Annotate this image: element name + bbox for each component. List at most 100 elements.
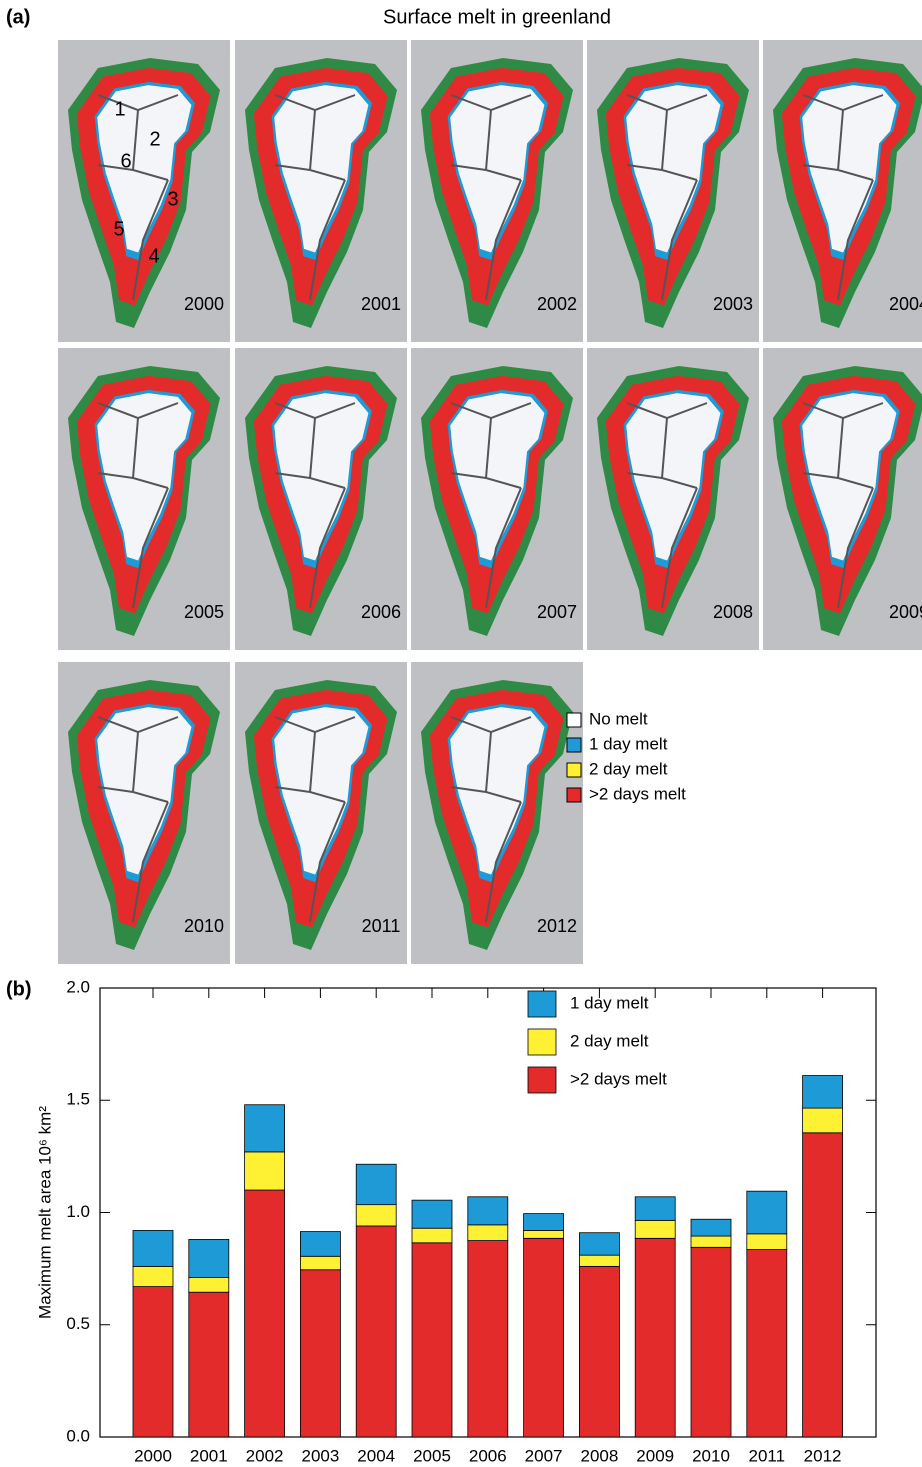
- bar-segment: [412, 1243, 452, 1437]
- map-year: 2006: [361, 602, 401, 622]
- map-tile: 2003: [587, 40, 759, 342]
- legend-swatch: [528, 1029, 556, 1055]
- bar-segment: [412, 1200, 452, 1228]
- map-tile: 2005: [58, 348, 230, 650]
- region-label: 4: [148, 245, 159, 267]
- bar-segment: [245, 1105, 285, 1152]
- bar-segment: [691, 1247, 731, 1437]
- map-year: 2001: [361, 294, 401, 314]
- y-axis-label: Maximum melt area 10⁶ km²: [35, 1106, 54, 1319]
- map-tile: 2006: [235, 348, 407, 650]
- x-tick-label: 2008: [580, 1446, 618, 1465]
- bar-segment: [468, 1225, 508, 1241]
- map-year: 2000: [184, 294, 224, 314]
- map-tile: 2008: [587, 348, 759, 650]
- bar-segment: [133, 1266, 173, 1286]
- legend-label: >2 days melt: [589, 784, 686, 803]
- bar-segment: [300, 1232, 340, 1257]
- bar-segment: [803, 1076, 843, 1109]
- bar-segment: [245, 1152, 285, 1190]
- map-tile: 2012: [411, 662, 583, 964]
- figure-title: Surface melt in greenland: [383, 6, 611, 28]
- bar-segment: [356, 1226, 396, 1437]
- x-tick-label: 2001: [190, 1446, 228, 1465]
- x-tick-label: 2005: [413, 1446, 451, 1465]
- map-tile: 2009: [763, 348, 922, 650]
- map-year: 2008: [713, 602, 753, 622]
- bar-segment: [524, 1238, 564, 1437]
- x-tick-label: 2011: [749, 1446, 786, 1465]
- legend-label: 2 day melt: [589, 759, 668, 778]
- map-year: 2011: [362, 916, 401, 936]
- bar-segment: [691, 1236, 731, 1247]
- x-tick-label: 2009: [636, 1446, 674, 1465]
- bar-segment: [189, 1292, 229, 1437]
- bar-segment: [803, 1108, 843, 1133]
- x-tick-label: 2004: [357, 1446, 395, 1465]
- bar-segment: [189, 1278, 229, 1293]
- y-tick-label: 0.5: [66, 1314, 90, 1333]
- legend-swatch: [528, 991, 556, 1017]
- bar-segment: [189, 1239, 229, 1277]
- bar-segment: [245, 1190, 285, 1437]
- map-year: 2002: [537, 294, 577, 314]
- x-tick-label: 2006: [469, 1446, 507, 1465]
- x-tick-label: 2010: [692, 1446, 730, 1465]
- y-tick-label: 2.0: [66, 977, 90, 996]
- bar-segment: [133, 1287, 173, 1437]
- map-tile: 2011: [235, 662, 407, 964]
- y-tick-label: 1.5: [66, 1090, 90, 1109]
- bar-segment: [356, 1164, 396, 1204]
- x-tick-label: 2002: [246, 1446, 284, 1465]
- map-year: 2005: [184, 602, 224, 622]
- map-year: 2004: [889, 294, 922, 314]
- legend-swatch: [567, 763, 581, 777]
- y-tick-label: 1.0: [66, 1202, 90, 1221]
- legend-swatch: [567, 738, 581, 752]
- map-tile: 2007: [411, 348, 583, 650]
- region-label: 1: [114, 98, 125, 120]
- figure: (a) Surface melt in greenland (b) 200012…: [0, 0, 922, 1467]
- map-panel: 2000 1 26 3 5 4 2001 2002 2003 2004 2005 2006 2007 20…: [58, 40, 922, 964]
- page: {"panel_a": {"label": "(a)", "title": "S…: [0, 0, 922, 1467]
- region-label: 5: [113, 218, 124, 240]
- bar-segment: [635, 1197, 675, 1221]
- map-year: 2007: [537, 602, 577, 622]
- legend-label: 1 day melt: [589, 734, 668, 753]
- legend-swatch: [567, 788, 581, 802]
- map-year: 2003: [713, 294, 753, 314]
- region-label: 3: [167, 188, 178, 210]
- bar-segment: [356, 1205, 396, 1226]
- bar-segment: [579, 1255, 619, 1266]
- legend-label: 2 day melt: [570, 1031, 649, 1050]
- bar-segment: [300, 1256, 340, 1269]
- map-year: 2010: [184, 916, 224, 936]
- bar-segment: [747, 1250, 787, 1437]
- bar-segment: [747, 1191, 787, 1234]
- bar-segment: [524, 1214, 564, 1231]
- bar-segment: [579, 1233, 619, 1255]
- x-tick-label: 2007: [525, 1446, 563, 1465]
- map-tile: 2001: [235, 40, 407, 342]
- x-tick-label: 2003: [301, 1446, 339, 1465]
- legend-label: No melt: [589, 709, 648, 728]
- region-label: 2: [149, 128, 160, 150]
- bar-segment: [691, 1219, 731, 1236]
- bar-segment: [747, 1234, 787, 1250]
- bar-segment: [579, 1266, 619, 1437]
- bar-segment: [468, 1197, 508, 1225]
- map-tile: 2004: [763, 40, 922, 342]
- map-year: 2009: [889, 602, 922, 622]
- bar-segment: [133, 1230, 173, 1266]
- legend-swatch: [528, 1067, 556, 1093]
- map-tile: 2010: [58, 662, 230, 964]
- panel-label: (b): [6, 978, 32, 1000]
- x-tick-label: 2012: [804, 1446, 842, 1465]
- map-tile: 2000 1 26 3 5 4: [58, 40, 230, 342]
- legend-label: 1 day melt: [570, 993, 649, 1012]
- region-label: 6: [120, 150, 131, 172]
- map-tile: 2002: [411, 40, 583, 342]
- map-year: 2012: [537, 916, 577, 936]
- bar-segment: [524, 1230, 564, 1238]
